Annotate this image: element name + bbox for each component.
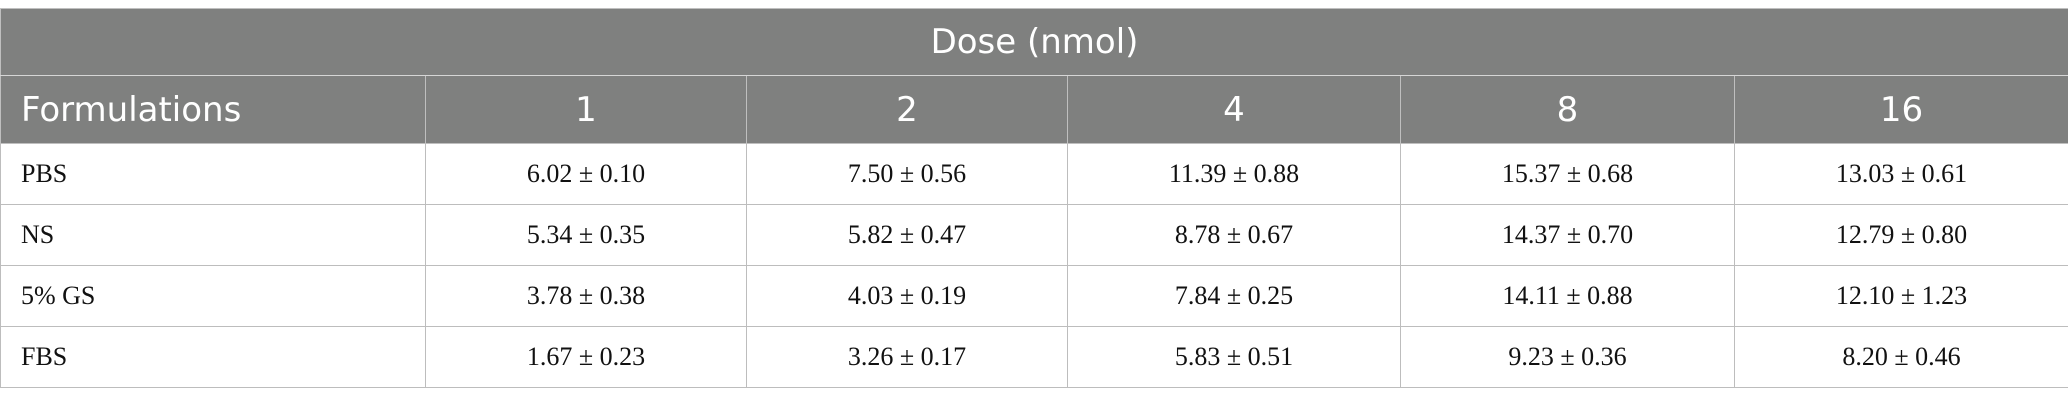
row-label: FBS — [0, 326, 426, 388]
table-cell: 8.78 ± 0.67 — [1067, 204, 1401, 266]
table-cell: 3.78 ± 0.38 — [425, 265, 747, 327]
table-cell: 3.26 ± 0.17 — [746, 326, 1068, 388]
table-body: PBS 6.02 ± 0.10 7.50 ± 0.56 11.39 ± 0.88… — [0, 143, 2068, 388]
table-row: 5% GS 3.78 ± 0.38 4.03 ± 0.19 7.84 ± 0.2… — [0, 265, 2068, 327]
table-cell: 5.82 ± 0.47 — [746, 204, 1068, 266]
table-cell: 7.50 ± 0.56 — [746, 143, 1068, 205]
column-header-dose-1: 1 — [425, 75, 747, 144]
table-header: Dose (nmol) Formulations 1 2 4 8 16 — [0, 8, 2068, 144]
table-row: PBS 6.02 ± 0.10 7.50 ± 0.56 11.39 ± 0.88… — [0, 143, 2068, 205]
table-cell: 8.20 ± 0.46 — [1734, 326, 2068, 388]
table-cell: 14.11 ± 0.88 — [1400, 265, 1735, 327]
column-header-dose-4: 4 — [1067, 75, 1401, 144]
table-cell: 1.67 ± 0.23 — [425, 326, 747, 388]
header-group-row: Dose (nmol) — [0, 8, 2068, 76]
dose-group-header: Dose (nmol) — [0, 8, 2068, 76]
table-cell: 4.03 ± 0.19 — [746, 265, 1068, 327]
table-cell: 12.10 ± 1.23 — [1734, 265, 2068, 327]
column-header-dose-8: 8 — [1400, 75, 1735, 144]
results-table: Dose (nmol) Formulations 1 2 4 8 16 PBS … — [0, 8, 2068, 388]
table-cell: 6.02 ± 0.10 — [425, 143, 747, 205]
column-header-formulations: Formulations — [0, 75, 426, 144]
row-label: NS — [0, 204, 426, 266]
row-label: PBS — [0, 143, 426, 205]
column-header-dose-2: 2 — [746, 75, 1068, 144]
table-row: NS 5.34 ± 0.35 5.82 ± 0.47 8.78 ± 0.67 1… — [0, 204, 2068, 266]
table-cell: 15.37 ± 0.68 — [1400, 143, 1735, 205]
table-cell: 9.23 ± 0.36 — [1400, 326, 1735, 388]
table-cell: 7.84 ± 0.25 — [1067, 265, 1401, 327]
table-cell: 11.39 ± 0.88 — [1067, 143, 1401, 205]
column-header-dose-16: 16 — [1734, 75, 2068, 144]
table-cell: 14.37 ± 0.70 — [1400, 204, 1735, 266]
table-cell: 13.03 ± 0.61 — [1734, 143, 2068, 205]
header-column-row: Formulations 1 2 4 8 16 — [0, 75, 2068, 144]
row-label: 5% GS — [0, 265, 426, 327]
table-row: FBS 1.67 ± 0.23 3.26 ± 0.17 5.83 ± 0.51 … — [0, 326, 2068, 388]
table-cell: 12.79 ± 0.80 — [1734, 204, 2068, 266]
table-cell: 5.34 ± 0.35 — [425, 204, 747, 266]
table-cell: 5.83 ± 0.51 — [1067, 326, 1401, 388]
